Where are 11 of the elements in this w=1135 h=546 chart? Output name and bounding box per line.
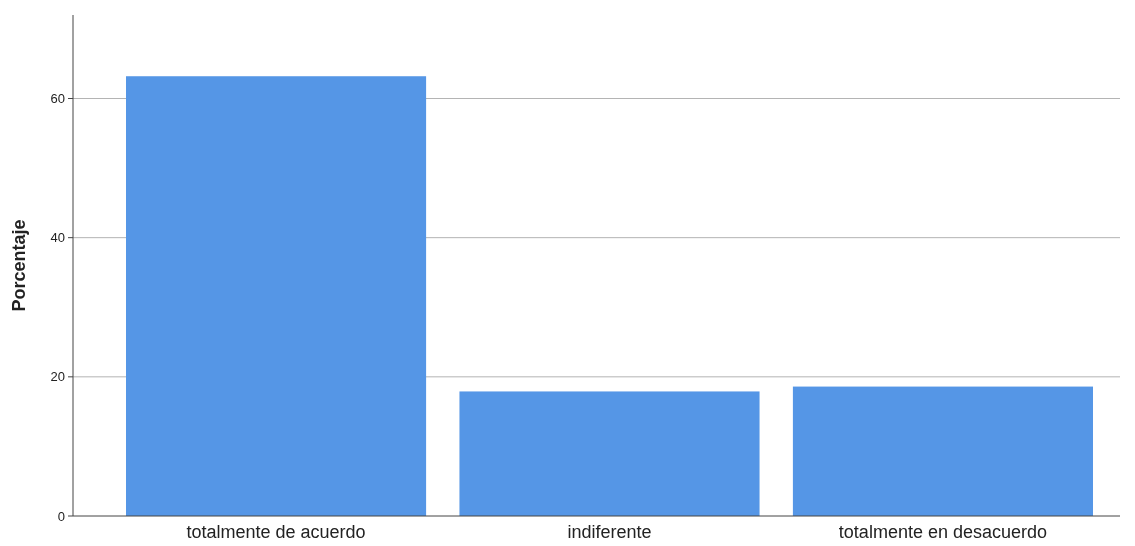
y-tick-label: 20 xyxy=(50,369,65,385)
x-tick-label: totalmente de acuerdo xyxy=(186,522,366,542)
y-tick-label: 0 xyxy=(57,508,65,524)
y-tick-label: 60 xyxy=(50,91,65,107)
x-tick-label: indiferente xyxy=(567,522,652,542)
y-axis-title: Porcentaje xyxy=(9,219,29,312)
bar xyxy=(126,76,427,516)
x-tick-label: totalmente en desacuerdo xyxy=(838,522,1048,542)
bar xyxy=(792,386,1093,516)
y-tick-label: 40 xyxy=(50,230,65,246)
bar xyxy=(459,391,760,516)
